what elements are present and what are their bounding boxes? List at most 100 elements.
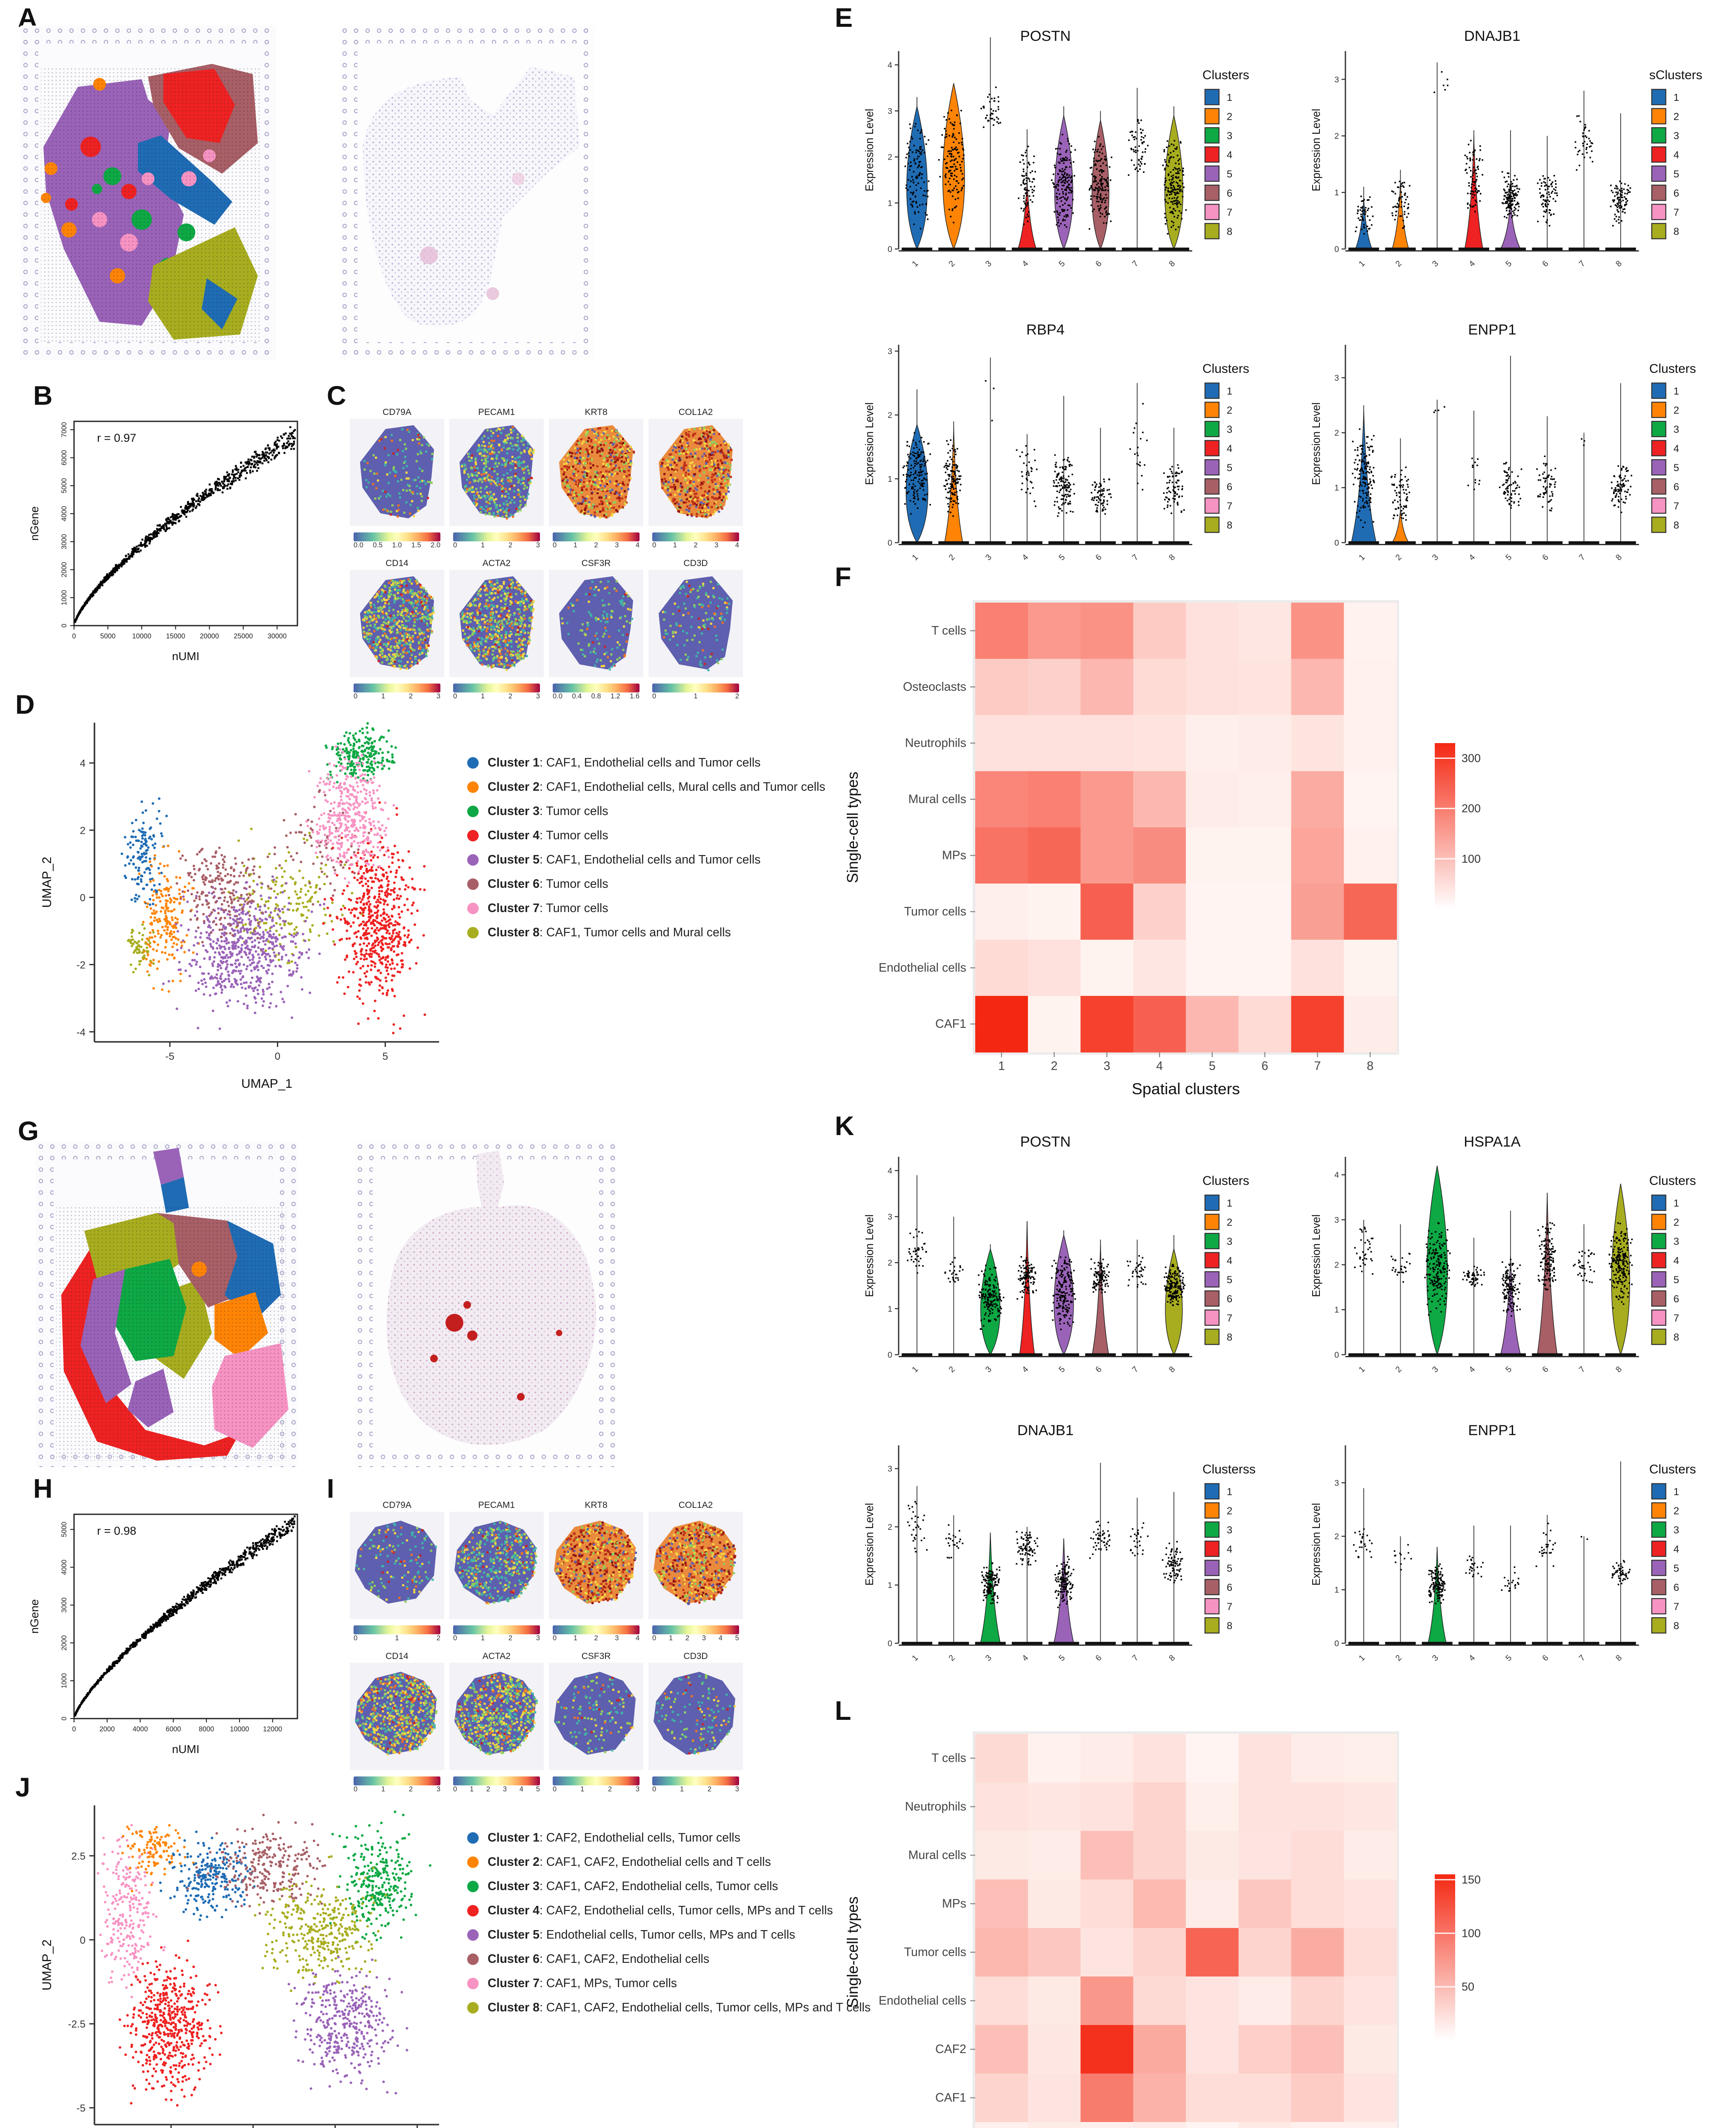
violin-dnajb1-sample2: DNAJB1 0 1 2 3 1 2 3 4 5 6 7 8 Clusterss 1 2 3 4 5 6 7 8 Exp…	[860, 1420, 1284, 1687]
panel-k-label: K	[835, 1111, 854, 1141]
cluster-legend-item: Cluster 6: Tumor cells	[467, 877, 825, 891]
y-axis-title: Expression Level	[1311, 109, 1322, 191]
feature-colorbar	[652, 532, 739, 541]
cluster-legend-item: Cluster 1: CAF2, Endothelial cells, Tumo…	[467, 1831, 871, 1845]
umap-legend-sample2: Cluster 1: CAF2, Endothelial cells, Tumo…	[467, 1831, 871, 2025]
feature-map-svg	[648, 570, 743, 677]
violin-title: HSPA1A	[1464, 1134, 1521, 1150]
cluster-color-dot	[467, 1929, 479, 1941]
umap-legend-sample1: Cluster 1: CAF1, Endothelial cells and T…	[467, 756, 825, 950]
violin-title: POSTN	[1020, 1134, 1071, 1150]
feature-gene-title: ACTA2	[482, 558, 511, 568]
cluster-legend-text: Cluster 5: CAF1, Endothelial cells and T…	[488, 853, 761, 867]
feature-gene-title: CD79A	[383, 1500, 411, 1510]
umap-plot-sample1: -5 0 5 -4 -2 0 2 4 UMAP_1 UMAP_2	[33, 712, 454, 1101]
cluster-color-dot	[467, 854, 479, 866]
violin-title: ENPP1	[1468, 1422, 1516, 1439]
feature-map-svg	[449, 1512, 544, 1619]
violin-enpp1-sample1: ENPP1 0 1 2 3 1 2 3 4 5 6 7 8 Clusters 1 2 3 4 5 6 7 8 Expre…	[1307, 319, 1731, 586]
violin-legend-title: Clusters	[1649, 362, 1696, 376]
heatmap-sample1: T cells Osteoclasts Neutrophils Mural cells…	[840, 585, 1536, 1106]
svg-text:15000: 15000	[166, 632, 185, 640]
feature-plot-tile: CD79A 0.0 0.5 1.0 1.5 2.0	[350, 406, 444, 549]
feature-colorbar	[652, 684, 739, 692]
feature-colorbar	[453, 532, 540, 541]
feature-map-svg	[549, 570, 643, 677]
cluster-color-dot	[467, 1856, 479, 1868]
feature-gene-title: PECAM1	[478, 1500, 515, 1510]
spatial-map-svg	[36, 1141, 297, 1467]
feature-colorbar	[354, 1625, 440, 1634]
violin-title: ENPP1	[1468, 322, 1516, 338]
feature-map-svg	[449, 570, 544, 677]
svg-text:7000: 7000	[60, 422, 68, 438]
svg-text:6000: 6000	[60, 450, 68, 465]
feature-map-svg	[350, 570, 444, 677]
feature-gene-title: CD14	[385, 1651, 408, 1661]
y-axis-title: Expression Level	[864, 1214, 876, 1297]
umap-plot-sample2: -3036-5-2.502.5 UMAP_1 UMAP_2	[33, 1795, 454, 2128]
svg-text:10000: 10000	[132, 632, 151, 640]
heatmap-colorbar	[1435, 1874, 1455, 2040]
feature-colorbar-ticks: 0.0 0.4 0.8 1.2 1.6	[553, 692, 640, 700]
violin-legend-title: sClusters	[1649, 68, 1702, 82]
cluster-legend-item: Cluster 3: Tumor cells	[467, 804, 825, 818]
cluster-color-dot	[467, 1832, 479, 1844]
cluster-legend-item: Cluster 5: CAF1, Endothelial cells and T…	[467, 853, 825, 867]
feature-gene-title: CD3D	[683, 558, 708, 568]
feature-colorbar	[553, 532, 640, 541]
violin-legend-title: Clusters	[1202, 68, 1249, 82]
feature-map-svg	[350, 1512, 444, 1619]
correlation-annotation: r = 0.98	[97, 1524, 136, 1537]
violin-title: DNAJB1	[1017, 1422, 1074, 1439]
feature-gene-title: ACTA2	[482, 1651, 511, 1661]
x-axis-title: Spatial clusters	[1132, 1080, 1240, 1098]
feature-colorbar	[652, 1776, 739, 1785]
panel-b-label: B	[33, 381, 53, 411]
scatter-plot-svg: 0 2000 4000 6000 8000 10000 120000100020003000…	[28, 1513, 298, 1756]
he-map-svg	[340, 26, 595, 360]
feature-colorbar	[553, 1776, 640, 1785]
svg-text:1000: 1000	[60, 590, 68, 605]
feature-gene-title: CD3D	[683, 1651, 708, 1661]
cluster-legend-text: Cluster 7: CAF1, MPs, Tumor cells	[488, 1976, 677, 1990]
y-axis-title: Expression Level	[1311, 1503, 1322, 1585]
cluster-legend-text: Cluster 1: CAF2, Endothelial cells, Tumo…	[488, 1831, 740, 1845]
cluster-legend-item: Cluster 2: CAF1, CAF2, Endothelial cells…	[467, 1855, 871, 1869]
he-stain-image-sample1	[340, 26, 595, 365]
violin-postn-sample2: POSTN 0 1 2 3 4 1 2 3 4 5 6 7 8 Clusters 1 2 3 4 5 6 7 8 Expr…	[860, 1131, 1284, 1398]
cluster-legend-item: Cluster 4: CAF2, Endothelial cells, Tumo…	[467, 1904, 871, 1918]
y-axis-title: nGene	[28, 1599, 41, 1633]
svg-text:3000: 3000	[60, 534, 68, 549]
panel-e-label: E	[835, 3, 853, 33]
violin-title: RBP4	[1026, 322, 1065, 338]
cluster-legend-text: Cluster 8: CAF1, CAF2, Endothelial cells…	[488, 2001, 871, 2014]
correlation-annotation: r = 0.97	[97, 432, 136, 444]
feature-map-svg	[549, 1512, 643, 1619]
feature-gene-title: KRT8	[585, 1500, 608, 1510]
cluster-legend-text: Cluster 5: Endothelial cells, Tumor cell…	[488, 1928, 795, 1942]
y-axis-title: Single-cell types	[844, 1896, 861, 2008]
feature-gene-title: CD14	[385, 558, 408, 568]
